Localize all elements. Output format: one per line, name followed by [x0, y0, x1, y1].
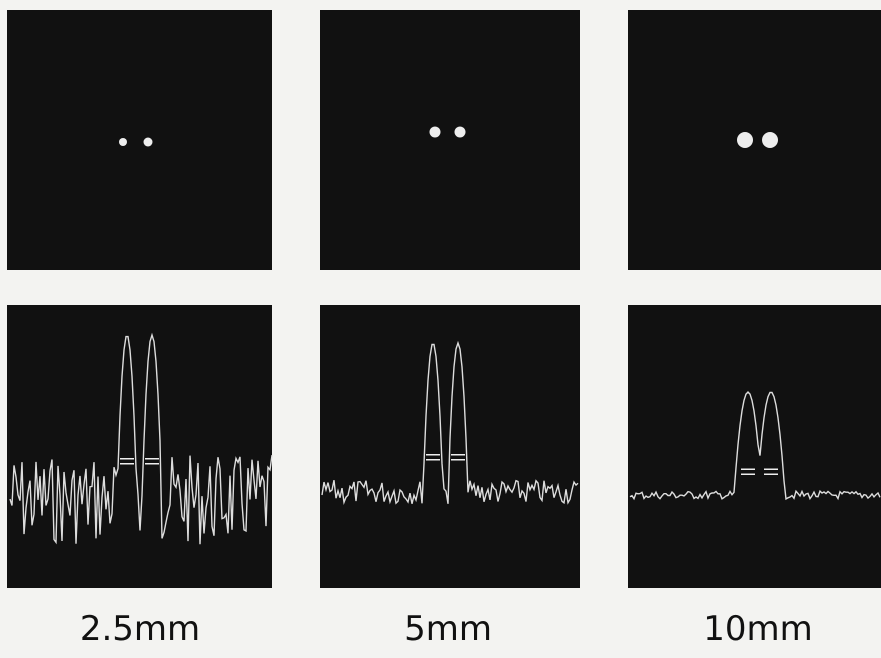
trace-panel [628, 305, 881, 588]
figure: 2.5mm 5mm 10mm [0, 0, 881, 658]
label: 2.5mm [80, 609, 200, 649]
spot [762, 132, 778, 148]
spot [119, 138, 127, 146]
spot [737, 132, 753, 148]
label: 5mm [404, 609, 492, 649]
spot [430, 127, 441, 138]
spot-panel [628, 10, 881, 270]
spot [144, 138, 153, 147]
trace-panel [7, 305, 272, 588]
label: 10mm [703, 609, 813, 649]
spot-panel [7, 10, 272, 270]
spot [455, 127, 466, 138]
spot-panel [320, 10, 580, 270]
